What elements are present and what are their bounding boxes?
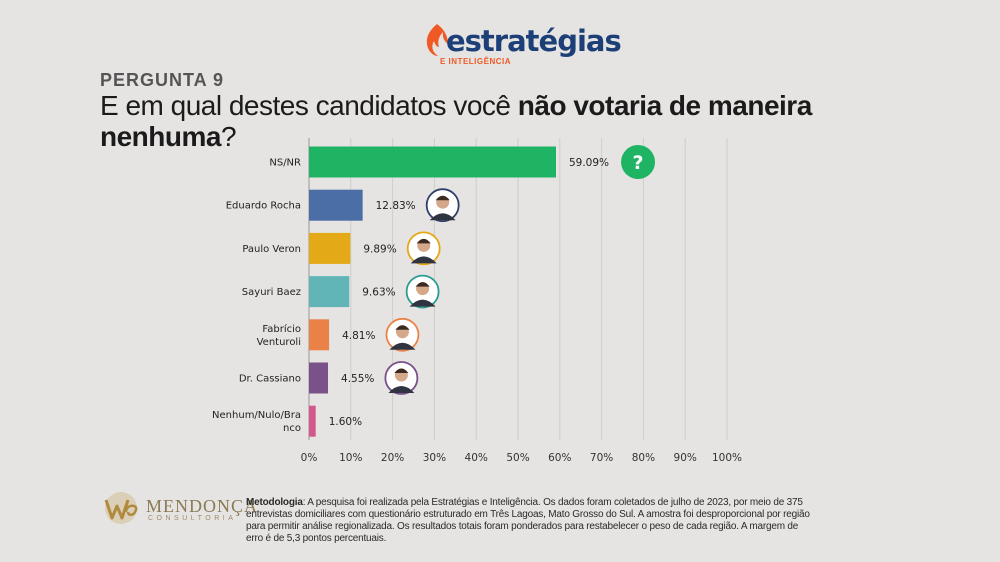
avatar-body — [388, 386, 415, 393]
bar — [309, 146, 556, 178]
x-tick-label: 40% — [465, 452, 488, 464]
mendonca-name: MENDONÇA — [146, 496, 259, 516]
question-text-bold: não votaria de maneira nenhuma — [100, 90, 812, 152]
brand-subtitle: E INTELIGÊNCIA — [440, 57, 512, 66]
value-label: 9.89% — [363, 243, 396, 255]
value-label: 59.09% — [569, 157, 609, 169]
avatar-body — [410, 256, 437, 264]
mendonca-logo: MENDONÇA CONSULTORIA — [100, 490, 257, 530]
flame-logo-icon — [426, 24, 448, 56]
value-label: 4.55% — [341, 373, 374, 385]
avatar-hair — [416, 238, 431, 244]
value-label: 12.83% — [376, 200, 416, 212]
question-text-end: ? — [220, 121, 237, 152]
x-tick-label: 50% — [506, 452, 529, 464]
question-text-lead: E em qual destes candidatos você — [100, 90, 518, 121]
value-label: 1.60% — [329, 416, 362, 428]
value-label: 9.63% — [362, 287, 395, 299]
category-label: NS/NR — [269, 158, 301, 169]
bar — [309, 232, 351, 264]
value-label: 4.81% — [342, 330, 375, 342]
avatar-dr-cassiano — [384, 361, 419, 395]
methodology-note: Metodologia: A pesquisa foi realizada pe… — [246, 497, 816, 545]
x-tick-label: 80% — [632, 452, 655, 464]
mendonca-tagline: CONSULTORIA — [148, 515, 237, 522]
avatar-paulo-veron — [406, 231, 441, 266]
bar — [309, 405, 316, 437]
avatar-hair — [394, 368, 409, 373]
x-tick-label: 20% — [381, 452, 404, 464]
x-tick-label: 100% — [712, 452, 742, 464]
avatar-hair — [395, 325, 410, 330]
question-number: PERGUNTA 9 — [100, 70, 225, 90]
x-tick-label: 70% — [590, 452, 613, 464]
avatar-hair — [415, 282, 430, 287]
question-title: E em qual destes candidatos você não vot… — [100, 90, 880, 152]
question-icon — [621, 145, 656, 179]
x-tick-label: 60% — [548, 452, 571, 464]
avatar-eduardo-rocha — [425, 188, 460, 223]
methodology-text: : A pesquisa foi realizada pela Estratég… — [246, 497, 810, 544]
estrategias-logo: estratégias E INTELIGÊNCIA — [420, 20, 622, 72]
bar — [309, 362, 329, 394]
x-tick-label: 0% — [301, 452, 318, 464]
avatar-sayuri-baez — [405, 274, 440, 309]
category-label: Eduardo Rocha — [226, 201, 301, 212]
category-label: Fabrício Venturoli — [257, 323, 301, 348]
brand-name: estratégias — [446, 24, 622, 58]
category-label: Nenhum/Nulo/Bra nco — [212, 410, 301, 434]
bar — [309, 189, 363, 221]
x-tick-label: 90% — [674, 452, 697, 464]
bar — [309, 319, 330, 351]
avatar-body — [429, 213, 456, 221]
avatar-fabricio-venturoli — [385, 317, 420, 352]
category-label: Paulo Veron — [242, 244, 301, 255]
mendonca-monogram-icon — [104, 492, 138, 524]
category-label: Sayuri Baez — [242, 287, 301, 298]
methodology-label: Metodologia — [246, 497, 303, 508]
x-tick-label: 30% — [423, 452, 446, 464]
question-mark: ? — [633, 152, 644, 174]
avatar-hair — [435, 195, 450, 201]
category-label: Dr. Cassiano — [239, 374, 301, 385]
avatar-body — [389, 342, 416, 350]
avatar-body — [409, 299, 436, 307]
bar — [309, 276, 350, 308]
x-tick-label: 10% — [339, 452, 362, 464]
